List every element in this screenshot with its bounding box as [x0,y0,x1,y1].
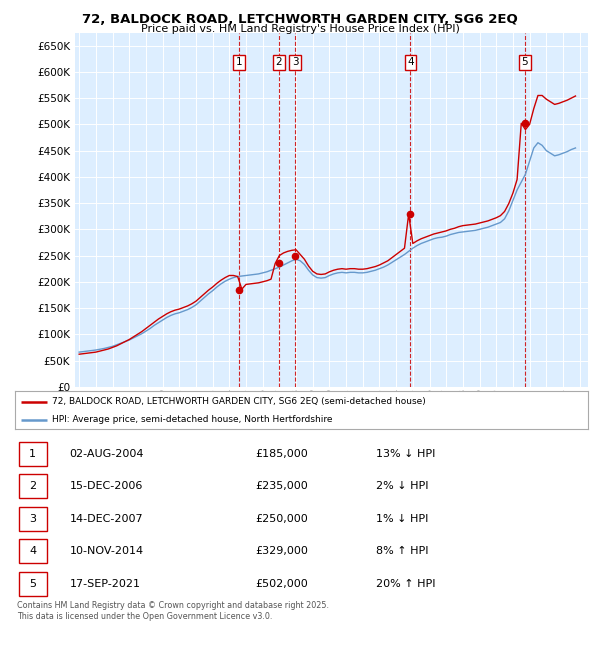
Text: 02-AUG-2004: 02-AUG-2004 [70,448,144,459]
Text: 1% ↓ HPI: 1% ↓ HPI [376,514,428,524]
Text: 10-NOV-2014: 10-NOV-2014 [70,546,143,556]
Text: HPI: Average price, semi-detached house, North Hertfordshire: HPI: Average price, semi-detached house,… [52,415,333,424]
Text: £329,000: £329,000 [256,546,308,556]
Text: £185,000: £185,000 [256,448,308,459]
Text: 20% ↑ HPI: 20% ↑ HPI [376,578,436,589]
Text: 4: 4 [29,546,37,556]
Text: 5: 5 [521,57,528,68]
Text: 2: 2 [275,57,282,68]
Text: 3: 3 [29,514,36,524]
Text: 15-DEC-2006: 15-DEC-2006 [70,481,143,491]
Text: 13% ↓ HPI: 13% ↓ HPI [376,448,436,459]
Bar [19,540,47,563]
Text: Price paid vs. HM Land Registry's House Price Index (HPI): Price paid vs. HM Land Registry's House … [140,24,460,34]
Text: 17-SEP-2021: 17-SEP-2021 [70,578,140,589]
Text: £502,000: £502,000 [256,578,308,589]
Bar [19,474,47,498]
Text: 4: 4 [407,57,414,68]
Text: 2% ↓ HPI: 2% ↓ HPI [376,481,428,491]
Text: £250,000: £250,000 [256,514,308,524]
Bar [19,442,47,465]
Text: 1: 1 [236,57,242,68]
Text: 8% ↑ HPI: 8% ↑ HPI [376,546,428,556]
Text: 5: 5 [29,578,36,589]
Bar [19,507,47,530]
Text: 14-DEC-2007: 14-DEC-2007 [70,514,143,524]
Text: Contains HM Land Registry data © Crown copyright and database right 2025.
This d: Contains HM Land Registry data © Crown c… [17,601,329,621]
Text: 2: 2 [29,481,37,491]
Text: £235,000: £235,000 [256,481,308,491]
Bar [19,572,47,595]
Text: 72, BALDOCK ROAD, LETCHWORTH GARDEN CITY, SG6 2EQ (semi-detached house): 72, BALDOCK ROAD, LETCHWORTH GARDEN CITY… [52,397,426,406]
Text: 72, BALDOCK ROAD, LETCHWORTH GARDEN CITY, SG6 2EQ: 72, BALDOCK ROAD, LETCHWORTH GARDEN CITY… [82,13,518,26]
Text: 3: 3 [292,57,299,68]
Text: 1: 1 [29,448,36,459]
